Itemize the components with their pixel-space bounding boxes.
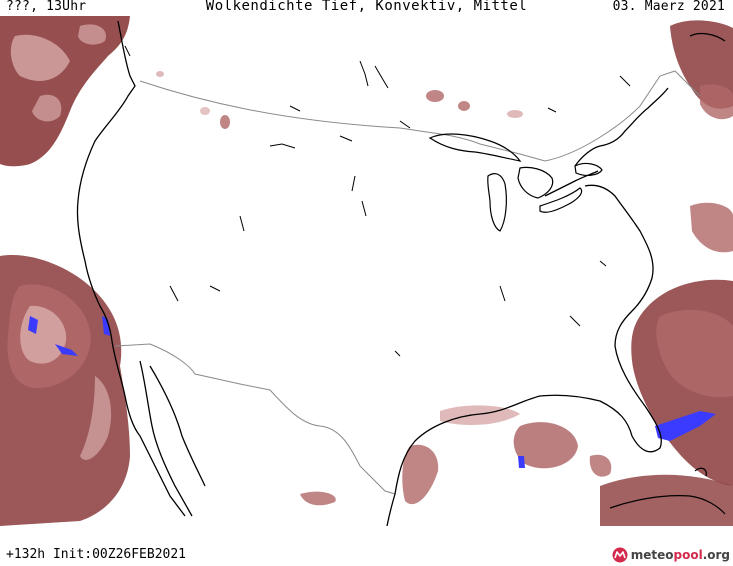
brand-logo[interactable]: meteopool.org: [612, 546, 730, 564]
brand-highlight: pool: [673, 548, 703, 562]
map-title: Wolkendichte Tief, Konvektiv, Mittel: [205, 0, 528, 14]
convective-cells: [28, 316, 716, 468]
cloud-field-northeast: [670, 20, 733, 120]
cloud-field-northwest: [0, 16, 130, 167]
cloud-field-scattered: [156, 71, 523, 129]
great-lakes: [428, 133, 603, 232]
cloud-field-gulf-atlantic: [300, 202, 733, 526]
coastlines: [76, 20, 726, 526]
cloud-density-map: [0, 16, 733, 526]
brand-name: meteopool.org: [631, 548, 730, 562]
caribbean-islands: [609, 467, 726, 515]
brand-prefix: meteo: [630, 548, 674, 562]
national-borders: [114, 70, 701, 495]
run-info: +132h Init:00Z26FEB2021: [6, 547, 187, 562]
brand-suffix: .org: [702, 548, 730, 562]
inland-water: [124, 45, 631, 357]
forecast-date: 03. Maerz 2021: [612, 0, 725, 14]
forecast-day-label: ???, 13Uhr: [6, 0, 87, 14]
cloud-field-pacific-low: [0, 255, 130, 526]
meteopool-logo-icon: [612, 547, 628, 563]
